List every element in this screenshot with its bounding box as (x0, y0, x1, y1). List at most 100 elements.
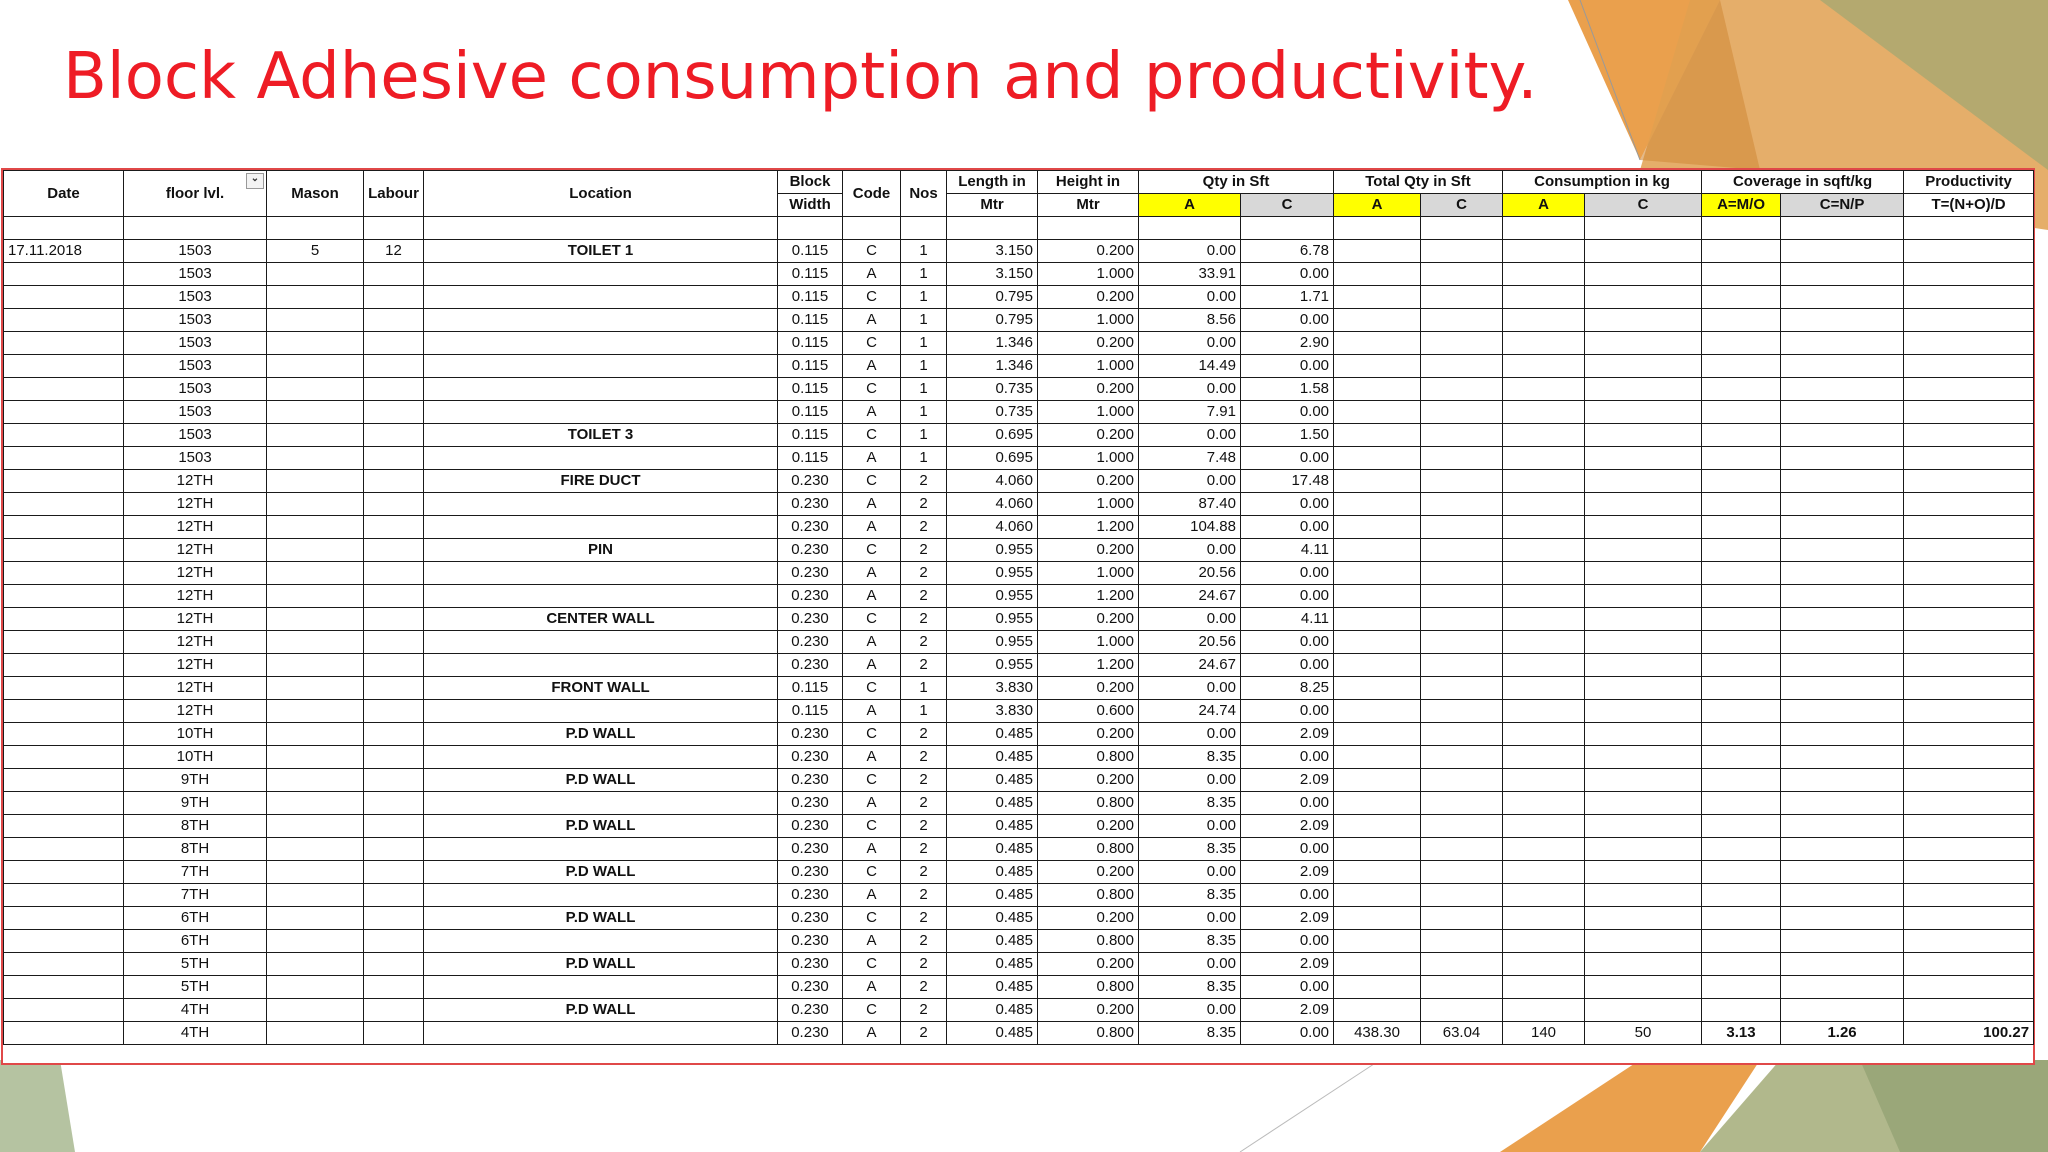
cell-width[interactable]: 0.115 (777, 400, 843, 424)
cell-floor[interactable]: 9TH (123, 791, 267, 815)
cell-tqc[interactable] (1420, 515, 1504, 539)
cell-code[interactable]: A (842, 400, 901, 424)
cell-cc[interactable] (1584, 538, 1703, 562)
cell-floor[interactable]: 6TH (123, 906, 267, 930)
cell-labour[interactable] (363, 584, 424, 608)
cell-covc[interactable] (1780, 906, 1905, 930)
cell-date[interactable] (3, 607, 124, 631)
cell-tqa[interactable] (1333, 653, 1422, 677)
cell-labour[interactable] (363, 377, 424, 401)
cell-ca[interactable] (1502, 446, 1586, 470)
cell-mason[interactable] (266, 860, 364, 884)
cell-mason[interactable] (266, 653, 364, 677)
cell-mason[interactable] (266, 952, 364, 976)
cell-covc[interactable] (1780, 883, 1905, 907)
cell-nos[interactable]: 2 (900, 607, 947, 631)
cell-code[interactable]: A (842, 492, 901, 516)
cell-tqa[interactable] (1333, 814, 1422, 838)
cell-location[interactable]: CENTER WALL (423, 607, 778, 631)
cell-covc[interactable] (1780, 837, 1905, 861)
cell-covc[interactable] (1780, 699, 1905, 723)
cell-length[interactable]: 0.485 (946, 952, 1038, 976)
cell-cc[interactable] (1584, 906, 1703, 930)
cell-height[interactable]: 1.200 (1037, 584, 1139, 608)
cell-tqa[interactable] (1333, 285, 1422, 309)
cell-cc[interactable] (1584, 975, 1703, 999)
cell-tqa[interactable] (1333, 975, 1422, 999)
cell-date[interactable] (3, 262, 124, 286)
cell-labour[interactable] (363, 791, 424, 815)
cell-mason[interactable] (266, 561, 364, 585)
cell-floor[interactable]: 1503 (123, 400, 267, 424)
cell-qc[interactable]: 1.58 (1239, 377, 1335, 401)
cell-qc[interactable]: 0.00 (1239, 929, 1335, 953)
cell-cc[interactable] (1584, 492, 1703, 516)
cell-floor[interactable]: 12TH (123, 630, 267, 654)
cell-tqc[interactable] (1420, 676, 1504, 700)
cell-ca[interactable] (1502, 331, 1586, 355)
cell-nos[interactable]: 2 (900, 998, 947, 1022)
cell-tqc[interactable] (1420, 837, 1504, 861)
cell-cova[interactable] (1701, 676, 1782, 700)
cell-mason[interactable] (266, 768, 364, 792)
cell-prod[interactable] (1903, 239, 2035, 263)
cell-code[interactable]: A (842, 1021, 901, 1045)
cell-code[interactable]: C (842, 285, 901, 309)
cell-mason[interactable] (266, 630, 364, 654)
sub-cons-c[interactable]: C (1584, 193, 1703, 217)
cell-code[interactable]: C (842, 952, 901, 976)
cell-qa[interactable]: 24.67 (1138, 653, 1241, 677)
cell-code[interactable]: C (842, 676, 901, 700)
cell-width[interactable]: 0.230 (777, 791, 843, 815)
cell-labour[interactable] (363, 515, 424, 539)
cell-prod[interactable] (1903, 515, 2035, 539)
cell-location[interactable] (423, 446, 778, 470)
cell-labour[interactable] (363, 538, 424, 562)
cell-height[interactable]: 1.000 (1037, 400, 1139, 424)
cell-tqa[interactable] (1333, 952, 1422, 976)
cell-qc[interactable]: 0.00 (1239, 837, 1335, 861)
cell-tqa[interactable] (1333, 906, 1422, 930)
cell-date[interactable] (3, 814, 124, 838)
cell-labour[interactable] (363, 630, 424, 654)
cell-tqa[interactable] (1333, 469, 1422, 493)
cell-floor[interactable]: 12TH (123, 676, 267, 700)
cell-qa[interactable]: 104.88 (1138, 515, 1241, 539)
cell-location[interactable]: P.D WALL (423, 952, 778, 976)
cell-mason[interactable]: 5 (266, 239, 364, 263)
cell-nos[interactable]: 2 (900, 814, 947, 838)
cell-nos[interactable]: 2 (900, 791, 947, 815)
cell-qc[interactable]: 0.00 (1239, 492, 1335, 516)
cell-qc[interactable]: 1.50 (1239, 423, 1335, 447)
cell-code[interactable]: C (842, 469, 901, 493)
cell-width[interactable]: 0.230 (777, 860, 843, 884)
cell-tqc[interactable] (1420, 331, 1504, 355)
cell-location[interactable] (423, 308, 778, 332)
cell-prod[interactable] (1903, 837, 2035, 861)
cell-length[interactable]: 0.485 (946, 745, 1038, 769)
cell-code[interactable]: C (842, 331, 901, 355)
cell-labour[interactable] (363, 952, 424, 976)
cell-date[interactable] (3, 423, 124, 447)
cell-prod[interactable] (1903, 676, 2035, 700)
cell-code[interactable]: C (842, 377, 901, 401)
cell-covc[interactable] (1780, 423, 1905, 447)
cell-covc[interactable] (1780, 538, 1905, 562)
cell-cc[interactable] (1584, 699, 1703, 723)
cell-mason[interactable] (266, 906, 364, 930)
cell-prod[interactable] (1903, 906, 2035, 930)
cell-qa[interactable]: 0.00 (1138, 676, 1241, 700)
cell-labour[interactable] (363, 768, 424, 792)
col-date[interactable]: Date (3, 170, 124, 217)
cell-nos[interactable]: 1 (900, 446, 947, 470)
cell-cc[interactable] (1584, 561, 1703, 585)
cell-qa[interactable]: 7.48 (1138, 446, 1241, 470)
cell-ca[interactable] (1502, 400, 1586, 424)
cell-floor[interactable]: 1503 (123, 331, 267, 355)
cell-qa[interactable]: 0.00 (1138, 814, 1241, 838)
cell-width[interactable]: 0.115 (777, 699, 843, 723)
cell-cova[interactable] (1701, 262, 1782, 286)
cell-nos[interactable]: 2 (900, 929, 947, 953)
cell-qc[interactable]: 0.00 (1239, 745, 1335, 769)
cell-tqa[interactable] (1333, 676, 1422, 700)
